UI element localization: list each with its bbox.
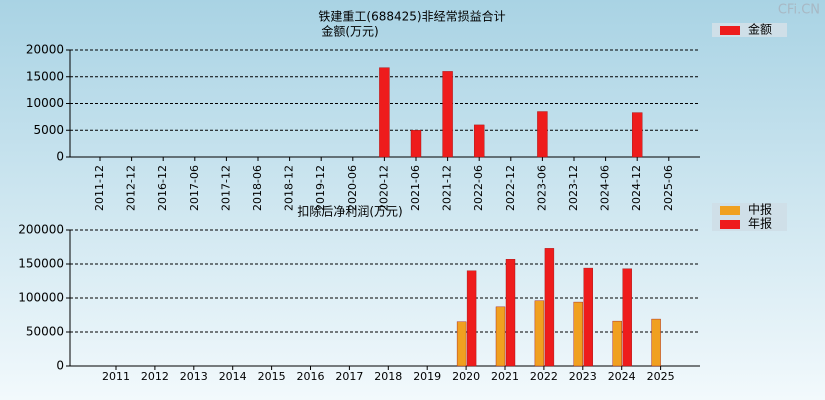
y-tick-label: 20000 [26,43,64,57]
y-tick-label: 15000 [26,69,64,83]
x-tick-label: 2017-06 [188,165,201,211]
chart-subtitle: 金额(万元) [321,24,378,39]
x-tick-label: 2020-06 [346,165,359,211]
y-tick-label: 200000 [18,223,64,237]
x-tick-label: 2021 [491,370,519,383]
x-tick-label: 2024-12 [630,165,643,211]
x-tick-label: 2016-12 [156,165,169,211]
bar [379,67,390,158]
bar [442,71,453,158]
x-tick-label: 2017 [335,370,363,383]
y-tick-label: 10000 [26,96,64,110]
x-tick-label: 2023-12 [567,165,580,211]
legend-swatch [720,220,740,229]
bar [495,306,506,367]
x-tick-label: 2012-12 [125,165,138,211]
y-tick-label: 150000 [18,257,64,271]
bar [410,130,422,158]
watermark: CFi.CN [778,3,820,18]
x-tick-label: 2021-12 [441,165,454,211]
bar [622,268,632,367]
bar [456,321,467,367]
y-tick-label: 0 [56,359,64,373]
y-tick-label: 100000 [18,291,64,305]
x-tick-label: 2018-12 [283,165,296,211]
x-tick-label: 2022-06 [472,165,485,211]
legend-label: 年报 [748,216,772,231]
bar [474,124,485,158]
chart-title: 铁建重工(688425)非经常损益合计 [318,9,505,24]
bar [632,112,643,158]
bar [573,301,583,367]
x-tick-label: 2012 [141,370,169,383]
x-tick-label: 2025-06 [662,165,675,211]
y-tick-label: 50000 [26,325,64,339]
x-tick-label: 2019-12 [314,165,327,211]
y-tick-label: 5000 [33,123,64,137]
x-tick-label: 2018-06 [251,165,264,211]
chart-title: 扣除后净利润(万元) [297,204,402,219]
x-tick-label: 2024 [608,370,636,383]
x-tick-label: 2011 [102,370,130,383]
x-tick-label: 2021-06 [409,165,422,211]
legend-label: 金额 [748,22,772,37]
x-tick-label: 2015 [258,370,286,383]
x-tick-label: 2013 [180,370,208,383]
legend-swatch [720,206,740,215]
x-tick-label: 2022 [530,370,558,383]
bar [612,320,622,367]
x-tick-label: 2019 [413,370,441,383]
x-tick-label: 2023-06 [535,165,548,211]
x-tick-label: 2025 [647,370,675,383]
x-tick-label: 2014 [219,370,247,383]
x-tick-label: 2023 [569,370,597,383]
legend-swatch [720,26,740,35]
bar [537,111,548,158]
x-tick-label: 2022-12 [504,165,517,211]
legend-label: 中报 [748,202,772,217]
x-tick-label: 2024-06 [599,165,612,211]
x-tick-label: 2020 [452,370,480,383]
bar [651,318,661,367]
x-tick-label: 2018 [374,370,402,383]
y-tick-label: 0 [56,150,64,164]
x-tick-label: 2017-12 [219,165,232,211]
x-tick-label: 2020-12 [377,165,390,211]
x-tick-label: 2016 [297,370,325,383]
bar [466,270,477,367]
x-tick-label: 2011-12 [93,165,106,211]
bar [505,259,516,367]
bar [534,300,545,367]
bar [544,248,555,367]
bar [583,267,593,367]
